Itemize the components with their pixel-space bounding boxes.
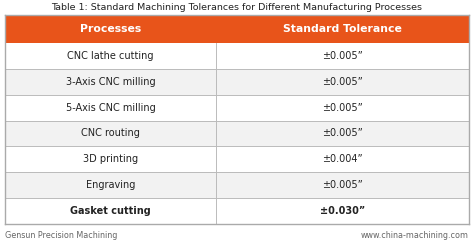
Text: ±0.030”: ±0.030” xyxy=(320,206,365,216)
Text: Table 1: Standard Machining Tolerances for Different Manufacturing Processes: Table 1: Standard Machining Tolerances f… xyxy=(52,3,422,12)
Text: Gensun Precision Machining: Gensun Precision Machining xyxy=(5,231,118,240)
Text: 5-Axis CNC milling: 5-Axis CNC milling xyxy=(66,103,155,113)
Text: ±0.005”: ±0.005” xyxy=(322,77,363,87)
Text: ±0.004”: ±0.004” xyxy=(322,154,363,164)
Text: www.china-machining.com: www.china-machining.com xyxy=(361,231,469,240)
Text: CNC routing: CNC routing xyxy=(81,129,140,139)
Text: CNC lathe cutting: CNC lathe cutting xyxy=(67,51,154,61)
Bar xyxy=(5,146,469,172)
Bar xyxy=(5,15,469,43)
Bar xyxy=(5,43,469,69)
Text: 3D printing: 3D printing xyxy=(83,154,138,164)
Text: Standard Tolerance: Standard Tolerance xyxy=(283,24,402,34)
Bar xyxy=(5,69,469,95)
Text: ±0.005”: ±0.005” xyxy=(322,103,363,113)
Text: Engraving: Engraving xyxy=(86,180,135,190)
Text: Gasket cutting: Gasket cutting xyxy=(70,206,151,216)
Text: 3-Axis CNC milling: 3-Axis CNC milling xyxy=(66,77,155,87)
Bar xyxy=(5,172,469,198)
Text: ±0.005”: ±0.005” xyxy=(322,180,363,190)
Text: ±0.005”: ±0.005” xyxy=(322,129,363,139)
Bar xyxy=(5,95,469,121)
Text: Processes: Processes xyxy=(80,24,141,34)
Text: ±0.005”: ±0.005” xyxy=(322,51,363,61)
Bar xyxy=(5,121,469,146)
Bar xyxy=(5,198,469,224)
